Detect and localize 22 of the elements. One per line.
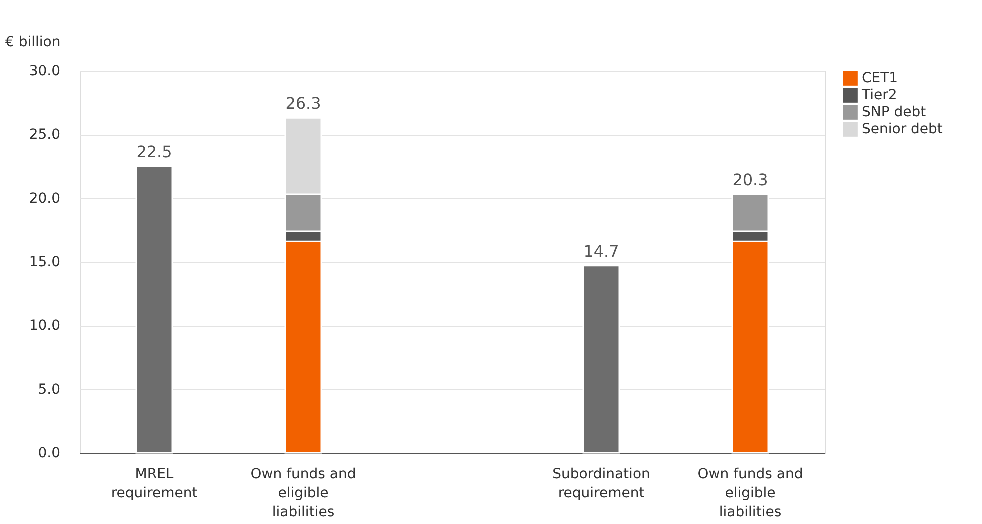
y-axis-title: € billion xyxy=(6,34,61,50)
y-tick-label: 5.0 xyxy=(38,382,60,398)
x-tick-label: Subordination requirement xyxy=(552,466,650,502)
y-tick-label: 0.0 xyxy=(38,446,60,462)
total-label: 26.3 xyxy=(286,94,322,114)
bar xyxy=(582,265,620,454)
legend-label: Senior debt xyxy=(862,122,944,138)
x-tick-label: Own funds and eligible liabilities xyxy=(698,466,804,520)
x-tick-label: MREL requirement xyxy=(111,466,198,502)
bar xyxy=(136,166,174,454)
y-tick-label: 15.0 xyxy=(29,254,60,270)
y-tick-label: 25.0 xyxy=(29,127,60,144)
y-tick-label: 30.0 xyxy=(29,64,60,80)
total-label: 22.5 xyxy=(136,142,172,162)
legend-label: Tier2 xyxy=(861,88,898,104)
y-tick-label: 10.0 xyxy=(29,318,60,334)
legend-label: CET1 xyxy=(862,70,898,86)
legend-label: SNP debt xyxy=(862,104,927,120)
total-label: 14.7 xyxy=(584,242,620,261)
x-tick-label: Own funds and eligible liabilities xyxy=(250,466,356,520)
y-tick-label: 20.0 xyxy=(29,190,60,207)
total-label: 20.3 xyxy=(732,170,768,190)
